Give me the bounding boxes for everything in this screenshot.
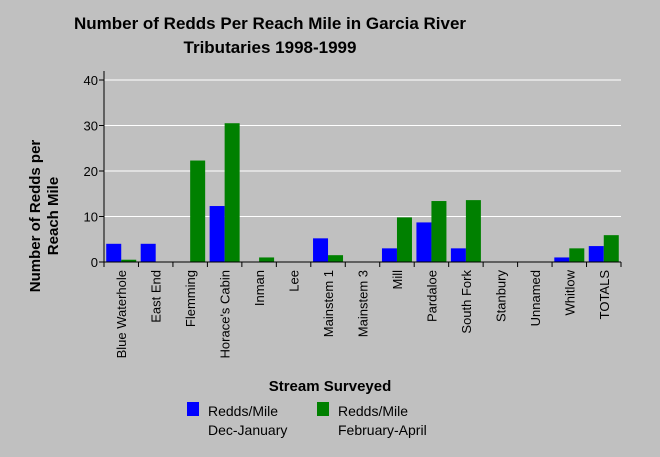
bar-dec-january — [209, 206, 225, 262]
x-tick-label: East End — [149, 270, 164, 323]
bar-dec-january — [450, 248, 466, 262]
bar-dec-january — [313, 238, 329, 262]
bar-february-april — [224, 123, 240, 262]
bar-dec-january — [381, 248, 397, 262]
legend-label-dec-january-line-1: Redds/Mile — [208, 403, 278, 419]
x-tick-label: Mainstem 1 — [321, 270, 336, 337]
x-tick-label: Blue Waterhole — [114, 270, 129, 358]
legend-swatch-february-april — [317, 402, 329, 416]
x-tick-label: Horace's Cabin — [218, 270, 233, 358]
legend-label-dec-january-line-2: Dec-January — [208, 422, 287, 438]
legend-swatch-dec-january — [187, 402, 199, 416]
bar-february-april — [465, 200, 481, 262]
bar-dec-january — [588, 246, 604, 262]
y-tick-label-30: 30 — [84, 119, 98, 134]
legend: Redds/Mile Dec-January Redds/Mile Februa… — [187, 402, 427, 438]
bar-february-april — [396, 217, 412, 262]
x-axis-title: Stream Surveyed — [269, 378, 392, 395]
y-axis-title-line-1: Number of Redds per — [27, 140, 44, 293]
bars — [106, 123, 619, 262]
x-tick-label: Pardaloe — [424, 270, 439, 322]
x-tick-label: South Fork — [459, 270, 474, 334]
plot-area: 0 10 20 30 40 Blue Waterhole East End Flemming… — [84, 71, 622, 358]
x-tick-labels: Blue Waterhole East End Flemming Horace's C… — [114, 269, 612, 358]
legend-label-february-april-line-2: February-April — [338, 422, 427, 438]
x-tick-label: Stanbury — [493, 270, 508, 323]
x-tick-label: Flemming — [183, 270, 198, 327]
y-tick-label-40: 40 — [84, 73, 98, 88]
bar-february-april — [431, 201, 447, 262]
bar-dec-january — [554, 257, 570, 262]
bar-february-april — [328, 255, 344, 262]
y-axis-title-line-2: Reach Mile — [45, 177, 62, 255]
bar-february-april — [259, 257, 275, 262]
x-tick-label: TOTALS — [597, 270, 612, 320]
x-tick-label: Lee — [287, 270, 302, 292]
y-tick-labels: 0 10 20 30 40 — [84, 73, 98, 270]
legend-label-february-april-line-1: Redds/Mile — [338, 403, 408, 419]
bar-february-april — [569, 248, 585, 262]
y-tick-label-20: 20 — [84, 164, 98, 179]
bar-february-april — [603, 235, 619, 262]
bar-dec-january — [140, 243, 156, 262]
x-tick-label: Whitlow — [562, 269, 577, 315]
x-tick-label: Inman — [252, 270, 267, 306]
bar-february-april — [190, 160, 206, 262]
bar-february-april — [121, 259, 137, 262]
y-tick-label-0: 0 — [91, 255, 98, 270]
y-tick-label-10: 10 — [84, 210, 98, 225]
chart-title-line-2: Tributaries 1998-1999 — [184, 38, 357, 57]
x-tick-label: Unnamed — [528, 270, 543, 326]
x-tick-label: Mainstem 3 — [356, 270, 371, 337]
bar-dec-january — [106, 243, 122, 262]
chart-title-line-1: Number of Redds Per Reach Mile in Garcia… — [74, 14, 466, 33]
bar-dec-january — [416, 222, 432, 262]
x-tick-label: Mill — [390, 270, 405, 290]
axes — [99, 71, 622, 267]
plot-background — [104, 71, 621, 263]
